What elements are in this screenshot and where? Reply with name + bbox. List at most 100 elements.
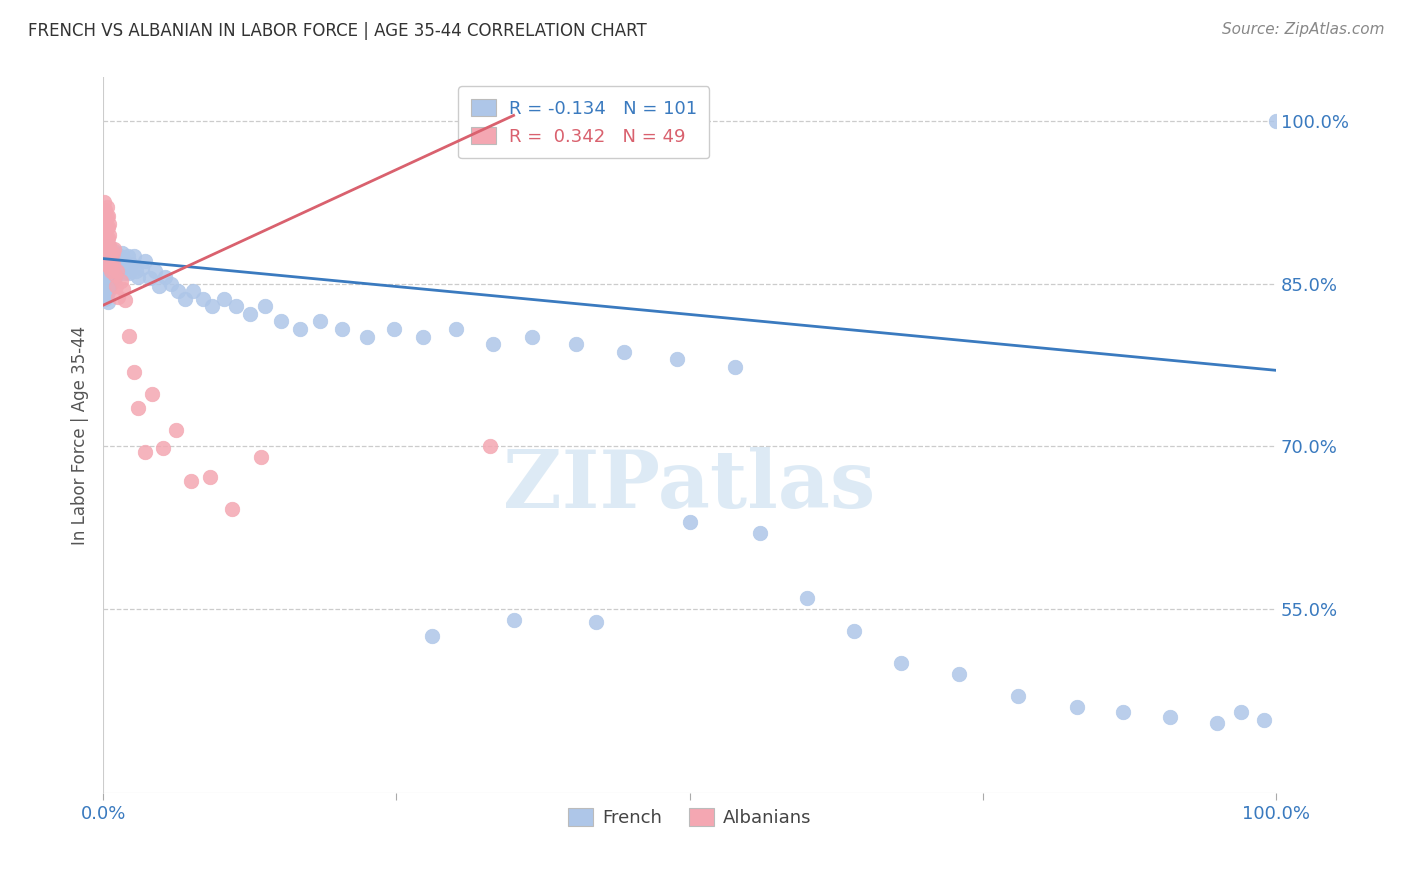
Point xyxy=(96,260,118,275)
Point xyxy=(108,263,131,277)
Point xyxy=(93,271,115,285)
Point xyxy=(131,261,153,276)
Point xyxy=(332,322,354,336)
Point xyxy=(96,287,118,301)
Point xyxy=(678,515,700,529)
Point xyxy=(1253,713,1275,727)
Point xyxy=(104,249,127,263)
Point xyxy=(565,337,588,351)
Point xyxy=(96,200,118,214)
Point xyxy=(120,257,142,271)
Point xyxy=(98,260,121,275)
Point xyxy=(1066,699,1088,714)
Point xyxy=(100,262,122,277)
Point xyxy=(225,299,247,313)
Point xyxy=(160,277,183,291)
Point xyxy=(94,246,117,260)
Point xyxy=(98,249,121,263)
Point xyxy=(104,263,127,277)
Point xyxy=(724,359,747,374)
Point xyxy=(96,211,118,225)
Point xyxy=(93,217,115,231)
Point xyxy=(103,244,125,258)
Point xyxy=(97,244,120,258)
Point xyxy=(96,249,118,263)
Point xyxy=(890,656,912,670)
Point xyxy=(155,270,177,285)
Point xyxy=(250,450,273,464)
Point xyxy=(98,270,121,285)
Point xyxy=(253,299,276,313)
Point xyxy=(118,266,141,280)
Point xyxy=(183,284,205,298)
Point xyxy=(103,242,125,256)
Point xyxy=(1159,710,1181,724)
Point xyxy=(201,299,224,313)
Point xyxy=(613,344,636,359)
Point xyxy=(212,292,235,306)
Point xyxy=(585,615,607,629)
Point xyxy=(382,322,405,336)
Point xyxy=(101,260,124,275)
Point xyxy=(356,329,378,343)
Point xyxy=(98,238,121,252)
Point xyxy=(96,221,118,235)
Point xyxy=(96,262,118,277)
Point xyxy=(93,227,115,242)
Point xyxy=(141,387,163,401)
Point xyxy=(94,235,117,250)
Point xyxy=(165,423,187,437)
Point xyxy=(948,667,970,681)
Point xyxy=(98,257,121,271)
Point xyxy=(114,266,136,280)
Point xyxy=(94,244,117,258)
Point xyxy=(105,278,128,293)
Point xyxy=(98,238,121,252)
Point xyxy=(105,263,128,277)
Point xyxy=(134,253,156,268)
Y-axis label: In Labor Force | Age 35-44: In Labor Force | Age 35-44 xyxy=(72,326,89,545)
Point xyxy=(98,252,121,266)
Point xyxy=(148,278,170,293)
Point xyxy=(105,268,128,283)
Point xyxy=(101,246,124,260)
Point xyxy=(94,213,117,227)
Point xyxy=(110,255,132,269)
Point xyxy=(107,257,129,271)
Point xyxy=(796,591,818,606)
Point xyxy=(98,217,121,231)
Text: ZIPatlas: ZIPatlas xyxy=(503,447,876,524)
Point xyxy=(748,526,770,541)
Point xyxy=(444,322,467,336)
Point xyxy=(180,474,202,488)
Point xyxy=(93,206,115,220)
Text: FRENCH VS ALBANIAN IN LABOR FORCE | AGE 35-44 CORRELATION CHART: FRENCH VS ALBANIAN IN LABOR FORCE | AGE … xyxy=(28,22,647,40)
Point xyxy=(97,242,120,256)
Point xyxy=(96,243,118,257)
Point xyxy=(100,252,122,267)
Point xyxy=(103,271,125,285)
Point xyxy=(239,307,262,321)
Point xyxy=(127,270,149,285)
Point xyxy=(842,624,865,638)
Point xyxy=(1112,705,1135,719)
Point xyxy=(97,209,120,223)
Point xyxy=(412,329,434,343)
Point xyxy=(420,629,443,643)
Point xyxy=(94,224,117,238)
Point xyxy=(112,282,135,296)
Point xyxy=(127,401,149,416)
Point xyxy=(94,257,117,271)
Point xyxy=(97,231,120,245)
Point xyxy=(94,202,117,217)
Point xyxy=(93,238,115,252)
Point xyxy=(94,278,117,293)
Point xyxy=(107,289,129,303)
Point xyxy=(105,266,128,280)
Point xyxy=(288,322,311,336)
Point xyxy=(105,255,128,269)
Point xyxy=(93,195,115,210)
Point xyxy=(122,366,145,380)
Point xyxy=(143,263,166,277)
Point xyxy=(98,266,121,280)
